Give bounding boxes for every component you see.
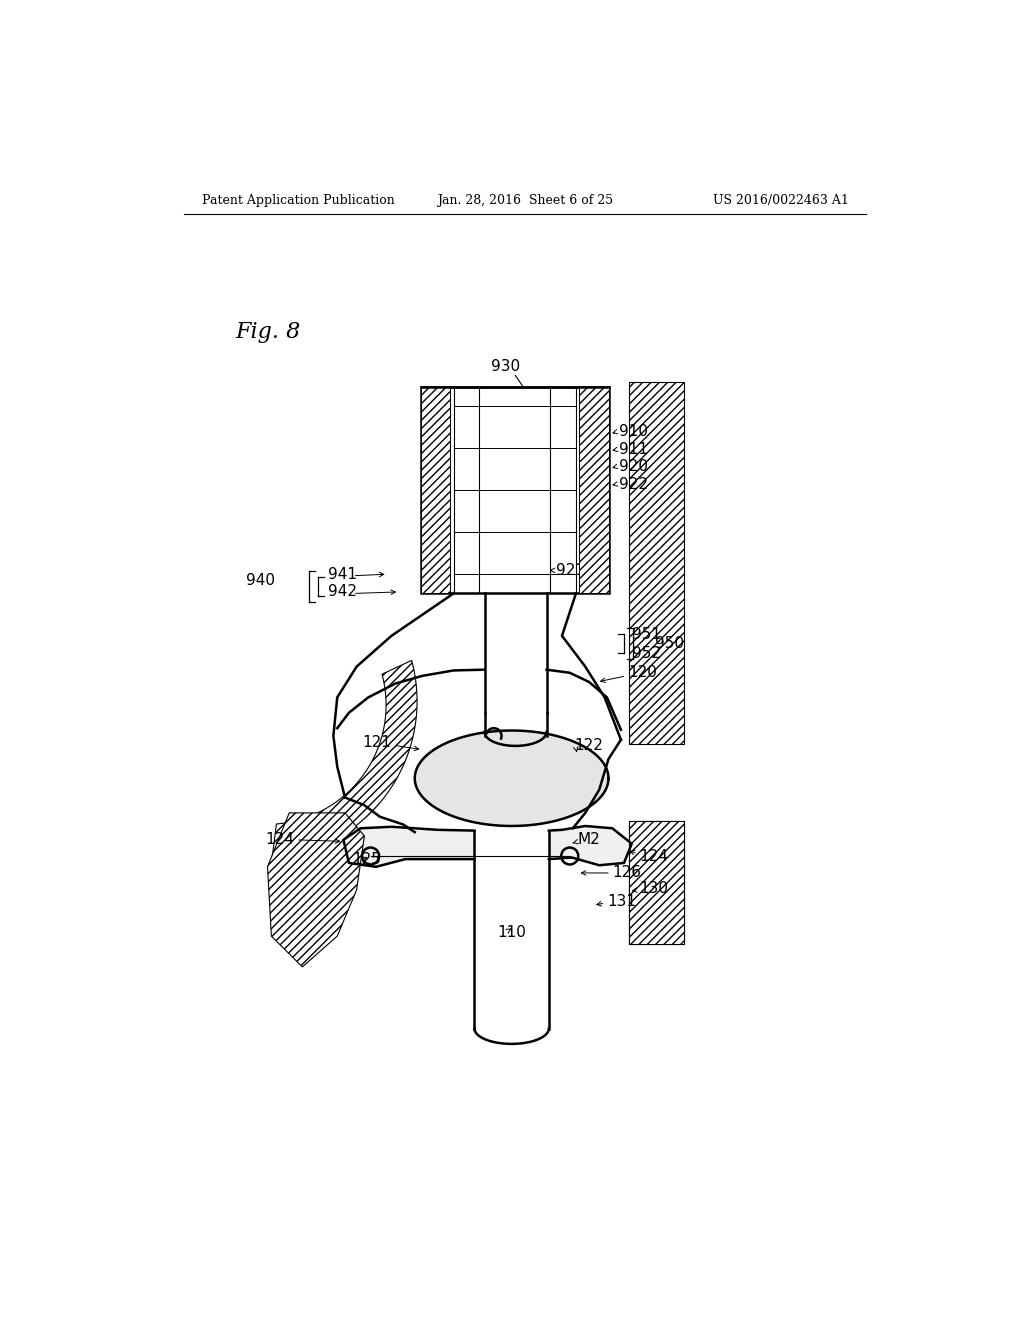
Polygon shape: [421, 387, 451, 594]
Text: 922: 922: [618, 477, 647, 491]
Text: Fig. 8: Fig. 8: [234, 321, 300, 343]
Polygon shape: [549, 826, 632, 866]
Text: 121: 121: [362, 734, 391, 750]
Text: Patent Application Publication: Patent Application Publication: [202, 194, 394, 207]
Polygon shape: [629, 381, 684, 743]
Text: 130: 130: [640, 880, 669, 896]
Polygon shape: [415, 730, 608, 826]
Text: 950: 950: [655, 636, 684, 651]
Polygon shape: [629, 821, 684, 944]
Text: 911: 911: [618, 442, 647, 457]
Text: 124: 124: [266, 833, 295, 847]
Text: 930: 930: [490, 359, 520, 374]
Text: 941: 941: [328, 566, 357, 582]
Text: 122: 122: [574, 738, 603, 752]
Text: 951: 951: [632, 627, 660, 642]
Bar: [421, 387, 608, 594]
Text: 942: 942: [328, 585, 357, 599]
Polygon shape: [579, 387, 608, 594]
Polygon shape: [629, 821, 684, 944]
Text: 920: 920: [618, 459, 647, 474]
Text: 910: 910: [618, 424, 647, 440]
Text: 921: 921: [556, 562, 585, 578]
Text: M2: M2: [578, 833, 600, 847]
Text: 125: 125: [352, 851, 382, 867]
Text: 131: 131: [607, 894, 636, 909]
Text: 126: 126: [612, 866, 641, 880]
Text: 124: 124: [640, 849, 669, 865]
Text: 952: 952: [632, 645, 660, 661]
Text: Jan. 28, 2016  Sheet 6 of 25: Jan. 28, 2016 Sheet 6 of 25: [437, 194, 612, 207]
Text: US 2016/0022463 A1: US 2016/0022463 A1: [713, 194, 849, 207]
Text: 110: 110: [497, 925, 525, 940]
Text: 940: 940: [246, 573, 275, 587]
Text: 120: 120: [628, 665, 656, 680]
Polygon shape: [343, 826, 474, 867]
Polygon shape: [272, 660, 417, 858]
Polygon shape: [267, 813, 365, 966]
